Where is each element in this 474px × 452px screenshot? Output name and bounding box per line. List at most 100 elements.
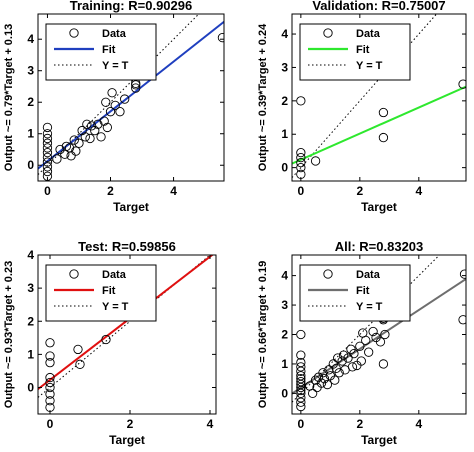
data-point <box>42 166 53 177</box>
y-tick-label: 4 <box>281 27 288 41</box>
plot-panel: 0 2 4 0 1 2 3 4 Training: R=0.90296 Target Output … <box>3 0 225 214</box>
data-point <box>307 388 318 399</box>
legend-label: Y = T <box>356 60 383 72</box>
data-point <box>217 32 224 43</box>
data-point <box>45 358 55 368</box>
data-point <box>458 79 466 89</box>
data-point <box>101 334 111 345</box>
legend-label: Data <box>102 269 127 281</box>
data-point <box>45 389 55 399</box>
data-point <box>74 138 84 148</box>
data-point <box>296 393 306 403</box>
x-tick-label: 0 <box>47 417 54 431</box>
y-tick-label: 2 <box>281 328 288 342</box>
data-point <box>45 338 55 348</box>
data-point <box>99 116 109 126</box>
x-tick-label: 0 <box>44 184 51 198</box>
y-tick-label: 3 <box>27 281 34 295</box>
data-point <box>107 88 117 98</box>
data-point <box>355 341 365 351</box>
y-tick-label: 3 <box>281 60 288 74</box>
legend-label: Y = T <box>102 301 129 313</box>
data-point <box>356 356 366 366</box>
x-tick-label: 4 <box>415 417 422 431</box>
y-axis-label: Output ~= 0.93*Target + 0.23 <box>3 261 15 408</box>
data-point <box>101 97 111 107</box>
data-point <box>296 96 306 106</box>
y-tick-label: 0 <box>27 158 34 172</box>
data-point <box>73 344 83 355</box>
y-tick-label: 4 <box>27 32 34 46</box>
data-point <box>42 143 53 153</box>
data-point <box>69 135 79 145</box>
data-point <box>378 107 389 118</box>
data-point <box>296 350 306 360</box>
data-point <box>343 353 353 363</box>
data-point <box>102 122 113 133</box>
y-tick-label: 1 <box>281 127 288 141</box>
legend-box <box>299 264 411 322</box>
axes-box <box>291 13 467 182</box>
data-point <box>378 132 389 143</box>
x-tick-label: 4 <box>415 184 422 198</box>
legend-label: Fit <box>102 285 116 297</box>
data-point <box>310 156 321 166</box>
legend-data-marker <box>323 269 333 279</box>
data-point <box>378 359 389 369</box>
legend-label: Fit <box>356 44 370 56</box>
data-point <box>110 100 120 111</box>
data-point <box>42 129 53 139</box>
data-point <box>334 368 344 378</box>
data-point <box>296 162 306 173</box>
chart-title: Validation: R=0.75007 <box>312 0 445 13</box>
x-tick-label: 4 <box>170 184 177 198</box>
data-point <box>364 347 374 357</box>
data-point <box>42 133 53 144</box>
x-axis-label: Target <box>361 200 397 214</box>
legend-box <box>45 23 157 81</box>
x-tick-label: 4 <box>207 417 214 431</box>
data-point <box>42 152 53 163</box>
data-point <box>115 107 125 117</box>
data-point <box>80 132 90 142</box>
data-point <box>296 147 306 158</box>
data-point <box>296 357 306 368</box>
y-tick-label: 0 <box>281 161 288 175</box>
legend-label: Fit <box>102 44 116 56</box>
data-point <box>66 151 76 161</box>
data-point <box>42 147 53 158</box>
data-point <box>82 119 92 129</box>
data-point <box>349 348 359 359</box>
data-point <box>45 396 55 406</box>
fit-line <box>292 278 466 395</box>
x-tick-label: 2 <box>356 417 363 431</box>
data-point <box>45 382 55 393</box>
y-axis-label: Output ~= 0.39*Target + 0.24 <box>257 23 269 171</box>
data-point <box>96 132 106 142</box>
data-point <box>296 152 306 163</box>
y-tick-label: 3 <box>281 298 288 312</box>
data-point <box>361 335 371 346</box>
data-point <box>337 356 347 366</box>
legend-box <box>45 264 157 322</box>
data-point <box>71 146 81 156</box>
data-point <box>90 125 100 136</box>
data-point <box>131 83 141 93</box>
plot-area <box>292 14 466 179</box>
data-point <box>42 138 53 148</box>
plot-panel: 0 2 4 0 1 2 3 4 Test: R=0.59856 Target Output ~= 0… <box>3 239 217 447</box>
data-point <box>42 157 53 167</box>
data-point <box>458 315 466 325</box>
data-point <box>347 362 358 372</box>
legend-label: Y = T <box>356 301 383 313</box>
data-point <box>55 144 65 155</box>
data-point <box>75 359 85 369</box>
data-point <box>330 375 340 385</box>
data-point <box>93 119 103 129</box>
data-point <box>105 107 116 117</box>
y-tick-label: 2 <box>27 314 34 328</box>
x-axis-label: Target <box>109 433 145 447</box>
x-axis-label: Target <box>113 200 149 214</box>
data-point <box>42 122 53 133</box>
data-point <box>368 326 378 337</box>
